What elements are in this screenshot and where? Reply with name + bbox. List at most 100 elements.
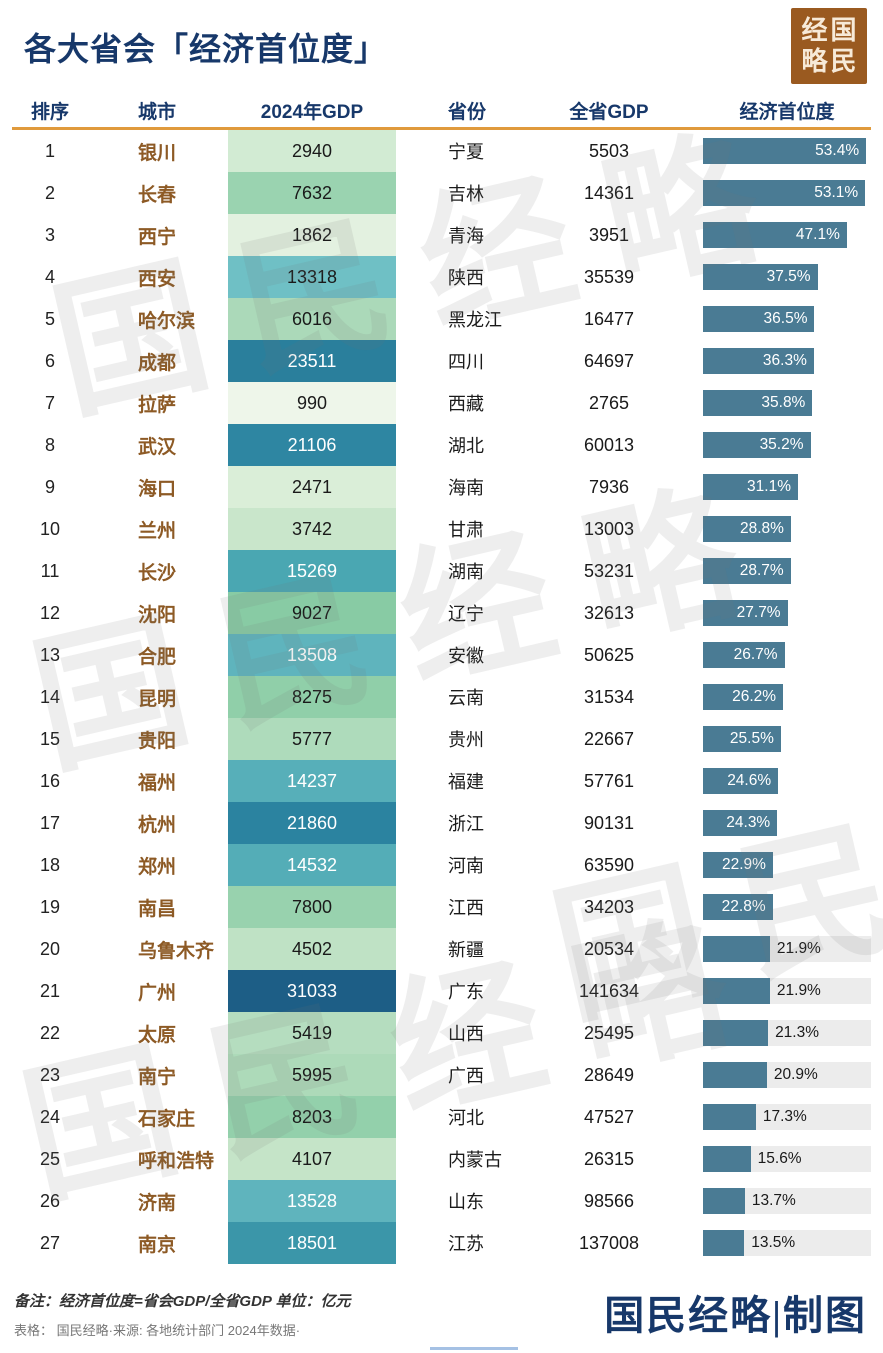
city-cell: 拉萨 xyxy=(138,394,177,416)
city-cell: 太原 xyxy=(138,1024,177,1046)
table-row: 18 郑州 14532 河南 63590 22.9% xyxy=(12,844,871,886)
province-gdp-cell: 64697 xyxy=(583,350,635,371)
logo-char: 民 xyxy=(830,46,857,76)
city-cell: 银川 xyxy=(138,142,177,164)
primacy-cell: 47.1% xyxy=(703,222,871,248)
primacy-cell: 26.7% xyxy=(703,642,871,668)
table-row: 13 合肥 13508 安徽 50625 26.7% xyxy=(12,634,871,676)
rank-cell: 27 xyxy=(39,1232,61,1253)
primacy-label: 47.1% xyxy=(795,226,840,243)
province-gdp-cell: 22667 xyxy=(583,728,635,749)
primacy-bar: 36.5% xyxy=(703,306,815,332)
province-gdp-cell: 31534 xyxy=(583,686,635,707)
province-cell: 海南 xyxy=(448,478,484,498)
primacy-bar-track: 35.2% xyxy=(703,432,871,458)
primacy-cell: 24.3% xyxy=(703,810,871,836)
province-gdp-cell: 53231 xyxy=(583,560,635,581)
gdp-cell: 990 xyxy=(228,382,396,424)
primacy-label: 13.7% xyxy=(751,1192,796,1209)
city-cell: 郑州 xyxy=(138,856,177,878)
province-gdp-cell: 5503 xyxy=(588,140,630,161)
primacy-cell: 20.9% xyxy=(703,1062,871,1088)
province-cell: 西藏 xyxy=(448,394,484,414)
province-gdp-cell: 34203 xyxy=(583,896,635,917)
province-gdp-cell: 2765 xyxy=(588,392,630,413)
city-cell: 哈尔滨 xyxy=(138,310,196,332)
province-cell: 甘肃 xyxy=(448,520,484,540)
primacy-label: 26.2% xyxy=(732,688,777,705)
primacy-bar: 26.2% xyxy=(703,684,784,710)
province-cell: 辽宁 xyxy=(448,604,484,624)
primacy-bar-track: 20.9% xyxy=(703,1062,871,1088)
header-cell-primacy: 经济首位度 xyxy=(739,101,835,123)
rank-cell: 19 xyxy=(39,896,61,917)
primacy-cell: 22.8% xyxy=(703,894,871,920)
primacy-bar-track: 21.9% xyxy=(703,936,871,962)
province-gdp-cell: 137008 xyxy=(578,1232,640,1253)
province-gdp-cell: 141634 xyxy=(578,980,640,1001)
province-cell: 贵州 xyxy=(448,730,484,750)
primacy-label: 37.5% xyxy=(766,268,811,285)
gdp-cell: 14532 xyxy=(228,844,396,886)
primacy-label: 22.9% xyxy=(722,856,766,873)
gdp-cell: 5995 xyxy=(228,1054,396,1096)
gdp-cell: 6016 xyxy=(228,298,396,340)
primacy-cell: 21.9% xyxy=(703,936,871,962)
rank-cell: 20 xyxy=(39,938,61,959)
primacy-label: 53.1% xyxy=(814,184,859,201)
bottom-artifact-line xyxy=(430,1347,518,1350)
province-gdp-cell: 13003 xyxy=(583,518,635,539)
primacy-label: 24.6% xyxy=(727,772,772,789)
gdp-cell: 13508 xyxy=(228,634,396,676)
primacy-bar xyxy=(703,1062,767,1088)
rank-cell: 11 xyxy=(40,560,60,581)
primacy-bar: 53.1% xyxy=(703,180,866,206)
primacy-cell: 15.6% xyxy=(703,1146,871,1172)
province-cell: 江苏 xyxy=(448,1234,484,1254)
primacy-bar-track: 24.6% xyxy=(703,768,871,794)
province-gdp-cell: 50625 xyxy=(583,644,635,665)
table-row: 23 南宁 5995 广西 28649 20.9% xyxy=(12,1054,871,1096)
primacy-bar: 24.3% xyxy=(703,810,778,836)
primacy-bar: 22.9% xyxy=(703,852,773,878)
rank-cell: 23 xyxy=(39,1064,61,1085)
primacy-cell: 37.5% xyxy=(703,264,871,290)
province-cell: 山东 xyxy=(448,1192,484,1212)
header-cell-city: 城市 xyxy=(138,101,177,123)
table-row: 12 沈阳 9027 辽宁 32613 27.7% xyxy=(12,592,871,634)
province-cell: 吉林 xyxy=(448,184,484,204)
primacy-bar: 35.8% xyxy=(703,390,813,416)
province-cell: 内蒙古 xyxy=(448,1150,502,1170)
primacy-label: 35.8% xyxy=(761,394,806,411)
primacy-bar: 47.1% xyxy=(703,222,847,248)
logo-char: 国 xyxy=(830,15,857,45)
gdp-cell: 4107 xyxy=(228,1138,396,1180)
province-cell: 黑龙江 xyxy=(448,310,502,330)
gdp-cell: 8275 xyxy=(228,676,396,718)
primacy-label: 15.6% xyxy=(757,1150,802,1167)
primacy-bar-track: 27.7% xyxy=(703,600,871,626)
primacy-label: 31.1% xyxy=(747,478,791,495)
primacy-bar: 37.5% xyxy=(703,264,818,290)
header-cell-province: 省份 xyxy=(448,101,487,123)
gdp-cell: 21106 xyxy=(228,424,396,466)
header-cell-rank: 排序 xyxy=(30,101,69,123)
gdp-cell: 23511 xyxy=(228,340,396,382)
primacy-label: 36.3% xyxy=(762,352,807,369)
gdp-cell: 1862 xyxy=(228,214,396,256)
primacy-cell: 36.3% xyxy=(703,348,871,374)
primacy-label: 28.7% xyxy=(739,562,784,579)
primacy-cell: 36.5% xyxy=(703,306,871,332)
city-cell: 乌鲁木齐 xyxy=(138,940,215,962)
primacy-cell: 28.8% xyxy=(703,516,871,542)
rank-cell: 17 xyxy=(39,812,61,833)
primacy-bar-track: 25.5% xyxy=(703,726,871,752)
primacy-bar-track: 21.9% xyxy=(703,978,871,1004)
rank-cell: 1 xyxy=(44,140,55,161)
gdp-cell: 2471 xyxy=(228,466,396,508)
province-cell: 新疆 xyxy=(448,940,484,960)
rank-cell: 15 xyxy=(39,728,61,749)
gdp-cell: 14237 xyxy=(228,760,396,802)
province-gdp-cell: 60013 xyxy=(583,434,635,455)
